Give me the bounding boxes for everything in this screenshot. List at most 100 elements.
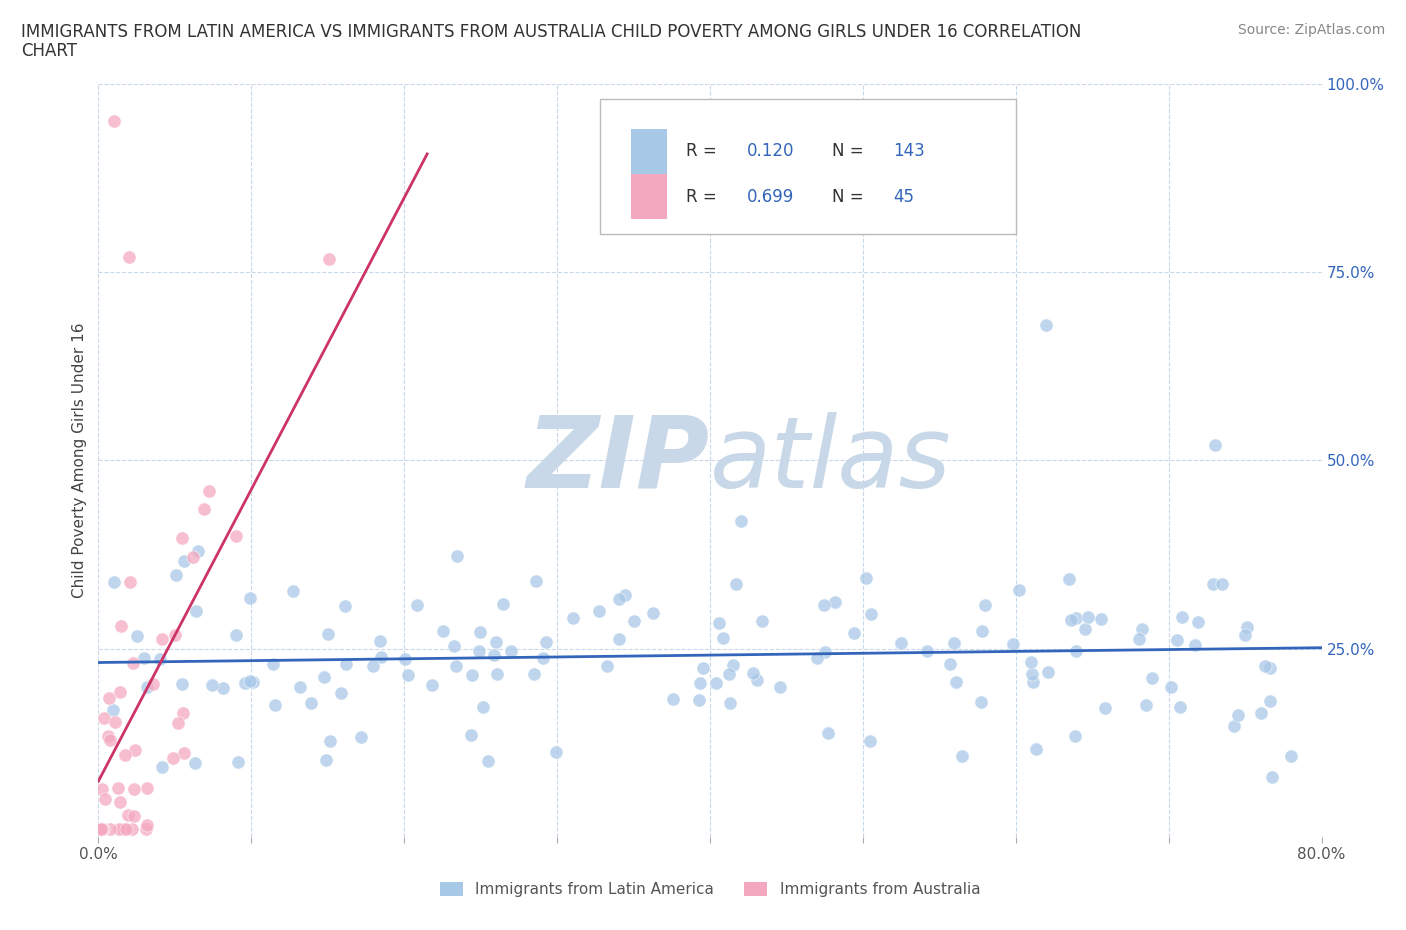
Point [239, 673, 262, 688]
Point [1074, 622, 1097, 637]
Point [181, 550, 204, 565]
Point [150, 631, 173, 646]
Point [107, 780, 129, 795]
Text: Source: ZipAtlas.com: Source: ZipAtlas.com [1237, 23, 1385, 37]
Point [1140, 671, 1163, 685]
Point [970, 623, 993, 638]
Point [824, 594, 846, 609]
Point [970, 695, 993, 710]
Point [225, 529, 247, 544]
Point [1128, 631, 1150, 646]
Point [319, 734, 342, 749]
Point [844, 626, 866, 641]
Point [1021, 666, 1043, 681]
Point [370, 650, 392, 665]
Point [117, 808, 139, 823]
Point [890, 635, 912, 650]
Point [184, 604, 207, 618]
Point [108, 685, 131, 700]
Point [103, 114, 125, 129]
Point [299, 696, 322, 711]
Point [950, 749, 973, 764]
Point [1057, 572, 1080, 587]
Point [124, 742, 146, 757]
Point [111, 822, 134, 837]
Point [1279, 749, 1302, 764]
Point [1170, 609, 1192, 624]
FancyBboxPatch shape [630, 129, 668, 174]
Point [239, 591, 262, 605]
Point [706, 675, 728, 690]
Point [945, 674, 967, 689]
Point [1021, 654, 1043, 669]
Point [350, 730, 373, 745]
Point [187, 544, 209, 559]
Point [212, 681, 235, 696]
Point [468, 644, 491, 658]
Point [316, 626, 339, 641]
Point [477, 753, 499, 768]
Point [98, 733, 121, 748]
Point [607, 631, 630, 646]
Point [125, 629, 148, 644]
Point [1226, 707, 1249, 722]
Point [1258, 693, 1281, 708]
Point [1064, 610, 1087, 625]
Point [723, 658, 745, 672]
Point [97, 728, 120, 743]
Point [718, 696, 741, 711]
Point [361, 658, 384, 673]
Text: CHART: CHART [21, 42, 77, 60]
Point [104, 715, 127, 730]
Point [623, 614, 645, 629]
Point [561, 610, 583, 625]
Point [1233, 628, 1256, 643]
Point [150, 760, 173, 775]
Point [973, 598, 995, 613]
Point [288, 680, 311, 695]
Point [588, 604, 610, 618]
Point [149, 652, 172, 667]
Point [1211, 577, 1233, 591]
Point [1160, 679, 1182, 694]
Point [943, 636, 966, 651]
Point [742, 666, 765, 681]
Point [523, 666, 546, 681]
Point [335, 658, 357, 672]
Point [817, 725, 839, 740]
Point [173, 705, 195, 720]
Point [1168, 699, 1191, 714]
Point [443, 639, 465, 654]
Point [107, 822, 129, 837]
Point [165, 567, 187, 582]
Point [330, 685, 353, 700]
Text: 45: 45 [894, 188, 914, 206]
Point [103, 574, 125, 589]
Point [1094, 701, 1116, 716]
Point [1204, 438, 1226, 453]
Point [460, 728, 482, 743]
Point [1261, 769, 1284, 784]
Point [689, 675, 711, 690]
Point [172, 676, 194, 691]
Point [692, 661, 714, 676]
Point [263, 657, 285, 671]
Point [859, 734, 882, 749]
Point [717, 667, 740, 682]
Point [1038, 665, 1060, 680]
Point [1254, 658, 1277, 673]
Point [1166, 632, 1188, 647]
Point [142, 677, 165, 692]
Text: R =: R = [686, 188, 721, 206]
Text: R =: R = [686, 142, 721, 161]
Point [165, 628, 187, 643]
Point [118, 249, 141, 264]
Point [91, 782, 114, 797]
Point [643, 605, 665, 620]
Point [162, 751, 184, 765]
Point [855, 571, 877, 586]
Point [1001, 637, 1024, 652]
Point [101, 702, 124, 717]
Point [193, 502, 215, 517]
Point [90, 822, 112, 837]
